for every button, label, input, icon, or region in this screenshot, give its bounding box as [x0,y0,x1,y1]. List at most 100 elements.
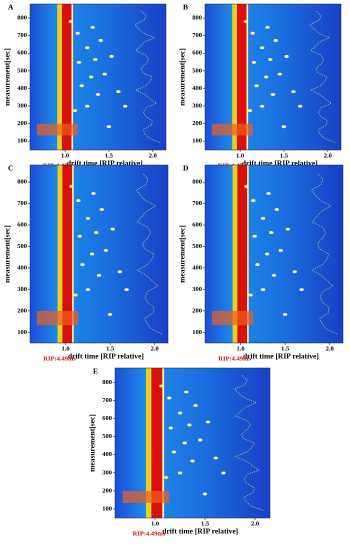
spot [273,39,278,42]
y-tick-label: 100 [102,505,112,512]
spot [221,471,226,475]
y-tick-label: 500 [17,243,27,250]
y-tick-label: 300 [17,103,27,110]
y-tick-label: 100 [17,329,27,336]
spot [291,90,296,94]
x-tick-label: 1.0 [151,520,159,527]
spot [184,390,189,394]
panel-label: C [8,164,13,173]
spot [298,104,303,108]
spot [69,184,74,188]
spot [117,270,122,274]
spot [243,20,248,24]
spot [75,31,80,35]
spot [259,46,265,50]
spectrum-trace [309,11,336,143]
y-tick-label: 700 [192,200,202,207]
panel-label: D [183,164,189,173]
spot [98,39,103,42]
spot [247,109,253,113]
spot [91,191,96,195]
tail [36,123,78,136]
spot [106,125,112,129]
y-tick-label: 500 [102,433,112,440]
rip-annotation: RIP:4.49ms [43,355,76,362]
rip-band [146,368,152,518]
x-tick-label: 1.0 [61,152,69,159]
y-tick-label: 200 [192,120,202,127]
rip-band [232,165,238,343]
spot [93,57,98,61]
rip-annotation: RIP:4.49ms [218,355,251,362]
rip-band [246,4,249,150]
rip-band [151,368,163,518]
rip-band [72,165,74,343]
y-tick-label: 500 [17,67,27,74]
plot-frame [204,164,344,344]
spot [89,252,95,256]
y-tick-label: 400 [17,85,27,92]
spot [171,450,177,454]
y-tick-label: 100 [192,329,202,336]
spot [282,313,288,317]
y-axis-title: measurement[sec] [88,414,97,472]
tail [122,491,170,503]
spot [271,273,277,277]
x-tick-label: 1.5 [281,345,290,352]
x-tick-label: 1.0 [62,345,70,352]
spot [187,423,192,427]
y-tick-label: 300 [102,469,112,476]
spot [252,234,257,238]
spot [124,288,129,292]
spot [94,231,99,235]
spot [89,75,94,79]
spot [285,227,290,231]
rip-band [247,165,249,343]
x-axis-title: drift time [RIP relative] [162,527,238,536]
spot [68,20,74,24]
rip-band [162,368,165,518]
x-axis-title: drift time [RIP relative] [68,352,144,361]
rip-annotation: RIP:4.49ms [133,530,166,537]
spot [284,55,289,59]
x-tick-label: 1.5 [105,152,114,159]
y-tick-label: 600 [17,222,27,229]
spot [278,248,284,252]
rip-band [61,4,72,150]
rip-band [62,165,73,343]
spectrum-trace [233,375,264,511]
y-tick-label: 400 [17,264,27,271]
y-tick-label: 400 [192,264,202,271]
spot [116,90,121,94]
spot [159,384,164,388]
spot [109,55,114,59]
y-tick-label: 200 [192,307,202,314]
x-tick-label: 2.0 [251,520,259,527]
y-tick-label: 600 [102,415,112,422]
spot [84,46,90,50]
y-tick-label: 700 [17,32,27,39]
y-tick-label: 200 [17,307,27,314]
y-tick-label: 600 [192,222,202,229]
spot [73,293,78,297]
y-tick-label: 300 [17,286,27,293]
plot-frame [29,3,167,151]
y-tick-label: 200 [102,487,112,494]
spot [251,199,256,203]
spot [259,104,265,108]
spot [299,288,304,292]
spot [90,25,95,29]
plot-frame [114,367,271,519]
spot [103,248,109,252]
spot [270,93,276,97]
rip-band [57,4,62,150]
spot [80,263,85,267]
spot [248,293,253,297]
plot-frame [204,3,342,151]
panel-label: E [93,367,98,376]
y-tick-label: 400 [192,85,202,92]
spot [205,420,211,424]
y-tick-label: 400 [102,451,112,458]
rip-band [232,4,237,150]
spot [84,104,90,108]
